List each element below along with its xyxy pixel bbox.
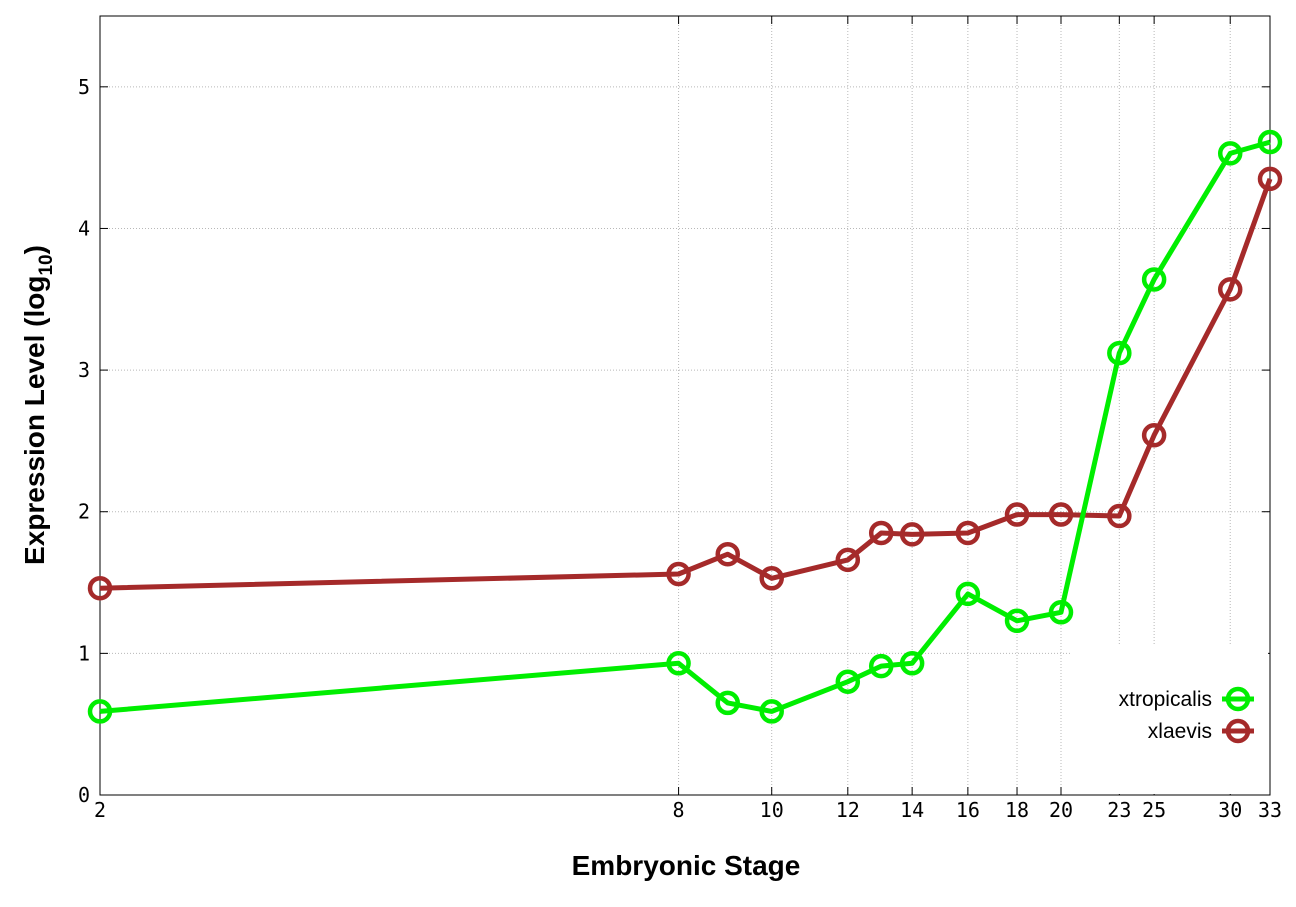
- y-axis-title-subscript: 10: [36, 254, 57, 275]
- data-point: [1217, 277, 1243, 302]
- data-point: [1257, 166, 1283, 192]
- x-tick-label: 25: [1142, 798, 1166, 822]
- series-line: [99, 178, 1273, 591]
- legend-label: xlaevis: [1148, 720, 1212, 743]
- data-point: [1004, 502, 1030, 527]
- series-xtropicalis: [87, 129, 1283, 724]
- legend-background: [1072, 644, 1268, 794]
- data-point: [87, 699, 113, 724]
- legend-label: xtropicalis: [1119, 688, 1212, 711]
- x-axis-title: Embryonic Stage: [572, 850, 801, 881]
- data-point: [868, 520, 894, 546]
- y-tick-label: 1: [78, 641, 90, 665]
- legend: xtropicalis xlaevis: [1072, 644, 1268, 794]
- y-axis-title: Expression Level (log10): [19, 245, 57, 565]
- data-point: [955, 581, 981, 607]
- x-tick-label: 14: [900, 798, 924, 822]
- series-xlaevis: [87, 166, 1283, 601]
- data-point: [1257, 129, 1283, 155]
- x-tick-label: 30: [1218, 798, 1242, 822]
- y-tick-label: 4: [78, 216, 90, 240]
- data-point: [1107, 503, 1132, 529]
- legend-swatch-marker: [1225, 686, 1251, 712]
- data-point: [87, 575, 113, 601]
- data-point: [1048, 600, 1074, 625]
- legend-swatch-marker: [1225, 718, 1251, 744]
- data-point: [1141, 422, 1167, 448]
- x-tick-label: 16: [956, 798, 980, 822]
- y-tick-label: 3: [78, 358, 90, 382]
- data-point: [899, 651, 925, 676]
- y-tick-label: 5: [78, 75, 90, 99]
- legend-entry: xlaevis: [1148, 718, 1254, 744]
- data-point: [715, 541, 740, 567]
- y-axis-title-close: ): [19, 245, 50, 254]
- data-point: [1004, 608, 1030, 634]
- data-point: [1141, 267, 1167, 292]
- x-tick-label: 8: [673, 798, 685, 822]
- x-tick-label: 23: [1107, 798, 1131, 822]
- data-point: [759, 699, 784, 724]
- data-point: [1048, 502, 1074, 527]
- data-point: [835, 547, 861, 573]
- x-tick-label: 20: [1049, 798, 1073, 822]
- legend-entry: xtropicalis: [1119, 686, 1254, 712]
- series-line: [99, 139, 1271, 714]
- data-point: [759, 566, 784, 591]
- data-point: [899, 522, 925, 547]
- y-tick-label: 2: [78, 500, 90, 524]
- data-point: [955, 520, 981, 546]
- y-axis-title-main: Expression Level (log: [19, 276, 50, 565]
- x-tick-label: 33: [1258, 798, 1282, 822]
- x-tick-label: 18: [1005, 798, 1029, 822]
- data-point: [715, 690, 740, 716]
- data-point: [1107, 340, 1132, 366]
- data-point: [868, 653, 894, 679]
- x-tick-label: 10: [760, 798, 784, 822]
- grid: [100, 16, 1270, 795]
- x-tick-label: 12: [836, 798, 860, 822]
- data-point: [666, 561, 691, 587]
- data-point: [1217, 141, 1243, 166]
- plot-frame: [99, 15, 1271, 796]
- data-point: [835, 669, 861, 694]
- series-layer: [87, 129, 1283, 724]
- data-point: [666, 651, 691, 676]
- x-tick-label: 2: [94, 798, 106, 822]
- y-tick-label: 0: [78, 783, 90, 807]
